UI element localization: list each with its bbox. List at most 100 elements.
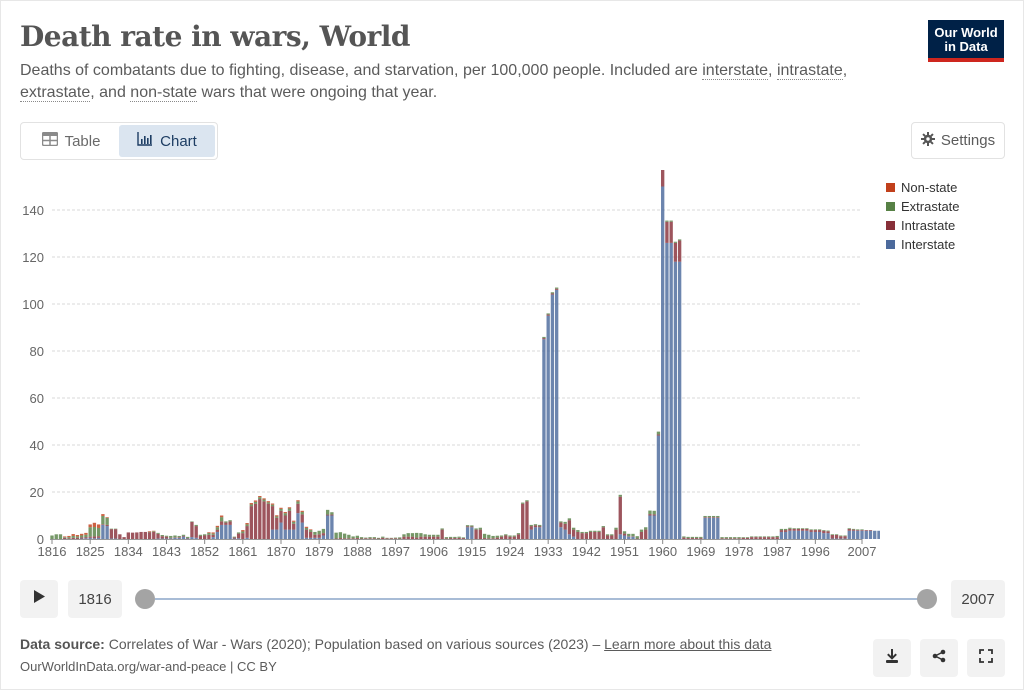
bar-segment-intrastate[interactable] bbox=[135, 532, 139, 539]
bar-segment-interstate[interactable] bbox=[309, 537, 313, 539]
owid-logo[interactable]: Our World in Data bbox=[928, 20, 1004, 62]
bar-segment-intrastate[interactable] bbox=[834, 535, 839, 539]
bar-segment-intrastate[interactable] bbox=[194, 526, 198, 538]
bar-segment-intrastate[interactable] bbox=[605, 535, 610, 540]
bar-segment-extrastate[interactable] bbox=[580, 531, 584, 534]
bar-segment-interstate[interactable] bbox=[292, 529, 296, 539]
bar-segment-intrastate[interactable] bbox=[771, 537, 775, 539]
bar-segment-intrastate[interactable] bbox=[444, 538, 449, 539]
bar-segment-interstate[interactable] bbox=[228, 524, 232, 539]
bar-segment-extrastate[interactable] bbox=[788, 527, 792, 529]
bar-segment-interstate[interactable] bbox=[559, 527, 563, 539]
bar-segment-intrastate[interactable] bbox=[80, 537, 84, 539]
bar-segment-extrastate[interactable] bbox=[164, 535, 169, 537]
bar-segment-intrastate[interactable] bbox=[67, 538, 71, 539]
bar-segment-extrastate[interactable] bbox=[266, 502, 270, 504]
bar-segment-extrastate[interactable] bbox=[491, 535, 495, 539]
bar-segment-extrastate[interactable] bbox=[614, 527, 618, 530]
bar-segment-intrastate[interactable] bbox=[203, 535, 207, 540]
bar-segment-intrastate[interactable] bbox=[707, 517, 711, 518]
bar-segment-non-state[interactable] bbox=[253, 500, 258, 502]
bar-segment-extrastate[interactable] bbox=[317, 530, 321, 535]
bar-segment-interstate[interactable] bbox=[622, 535, 627, 540]
bar-segment-interstate[interactable] bbox=[169, 538, 173, 539]
bar-segment-non-state[interactable] bbox=[283, 511, 287, 514]
bar-segment-extrastate[interactable] bbox=[258, 497, 262, 500]
bar-segment-interstate[interactable] bbox=[300, 522, 304, 539]
bar-segment-extrastate[interactable] bbox=[236, 532, 241, 534]
bar-segment-intrastate[interactable] bbox=[864, 530, 868, 531]
bar-segment-extrastate[interactable] bbox=[330, 512, 334, 515]
bar-segment-extrastate[interactable] bbox=[474, 528, 478, 530]
bar-segment-extrastate[interactable] bbox=[538, 524, 542, 527]
bar-segment-extrastate[interactable] bbox=[457, 536, 461, 538]
bar-segment-intrastate[interactable] bbox=[368, 538, 372, 539]
bar-segment-extrastate[interactable] bbox=[707, 515, 711, 518]
bar-segment-extrastate[interactable] bbox=[750, 536, 754, 538]
bar-segment-extrastate[interactable] bbox=[576, 530, 580, 532]
bar-segment-extrastate[interactable] bbox=[398, 537, 402, 539]
bar-segment-interstate[interactable] bbox=[177, 537, 181, 539]
bar-segment-intrastate[interactable] bbox=[228, 521, 232, 525]
bar-segment-extrastate[interactable] bbox=[834, 534, 839, 535]
bar-segment-non-state[interactable] bbox=[249, 503, 253, 505]
bar-segment-intrastate[interactable] bbox=[92, 536, 97, 539]
bar-segment-intrastate[interactable] bbox=[232, 537, 237, 539]
bar-segment-extrastate[interactable] bbox=[219, 517, 224, 522]
bar-segment-intrastate[interactable] bbox=[351, 538, 355, 539]
bar-segment-intrastate[interactable] bbox=[101, 524, 105, 525]
bar-segment-interstate[interactable] bbox=[321, 535, 326, 540]
bar-segment-intrastate[interactable] bbox=[317, 534, 321, 538]
bar-segment-interstate[interactable] bbox=[211, 537, 215, 539]
bar-segment-non-state[interactable] bbox=[300, 510, 304, 512]
bar-segment-intrastate[interactable] bbox=[767, 537, 771, 539]
bar-segment-intrastate[interactable] bbox=[207, 534, 211, 539]
bar-segment-intrastate[interactable] bbox=[779, 530, 784, 532]
bar-segment-intrastate[interactable] bbox=[851, 529, 856, 531]
bar-segment-interstate[interactable] bbox=[809, 531, 813, 539]
bar-segment-interstate[interactable] bbox=[550, 294, 555, 539]
bar-segment-interstate[interactable] bbox=[270, 529, 275, 539]
bar-segment-intrastate[interactable] bbox=[724, 538, 728, 539]
bar-segment-intrastate[interactable] bbox=[393, 538, 398, 539]
bar-segment-intrastate[interactable] bbox=[126, 532, 130, 539]
bar-segment-extrastate[interactable] bbox=[839, 535, 843, 537]
bar-segment-non-state[interactable] bbox=[71, 534, 75, 536]
bar-segment-extrastate[interactable] bbox=[173, 535, 177, 538]
bar-segment-interstate[interactable] bbox=[707, 517, 711, 539]
bar-segment-extrastate[interactable] bbox=[228, 520, 232, 522]
bar-segment-extrastate[interactable] bbox=[724, 537, 728, 539]
bar-segment-intrastate[interactable] bbox=[321, 533, 326, 536]
bar-segment-intrastate[interactable] bbox=[491, 538, 495, 539]
bar-segment-interstate[interactable] bbox=[194, 537, 198, 539]
bar-segment-extrastate[interactable] bbox=[792, 528, 796, 529]
bar-segment-intrastate[interactable] bbox=[690, 538, 695, 539]
bar-segment-interstate[interactable] bbox=[279, 522, 283, 539]
bar-segment-extrastate[interactable] bbox=[152, 531, 156, 532]
bar-segment-extrastate[interactable] bbox=[169, 535, 173, 538]
bar-segment-extrastate[interactable] bbox=[601, 526, 605, 528]
bar-segment-intrastate[interactable] bbox=[745, 537, 750, 539]
bar-segment-extrastate[interactable] bbox=[554, 287, 559, 289]
bar-segment-non-state[interactable] bbox=[219, 515, 224, 518]
bar-segment-extrastate[interactable] bbox=[249, 504, 253, 507]
bar-segment-interstate[interactable] bbox=[856, 530, 860, 539]
bar-segment-extrastate[interactable] bbox=[262, 499, 266, 502]
bar-segment-intrastate[interactable] bbox=[287, 510, 292, 530]
bar-segment-extrastate[interactable] bbox=[550, 292, 555, 294]
bar-segment-extrastate[interactable] bbox=[453, 536, 457, 539]
bar-segment-extrastate[interactable] bbox=[211, 533, 215, 535]
bar-segment-interstate[interactable] bbox=[792, 530, 796, 539]
bar-segment-interstate[interactable] bbox=[665, 242, 669, 539]
bar-segment-interstate[interactable] bbox=[283, 529, 287, 539]
bar-segment-non-state[interactable] bbox=[296, 500, 300, 502]
bar-segment-extrastate[interactable] bbox=[71, 535, 75, 538]
bar-segment-extrastate[interactable] bbox=[325, 509, 330, 515]
bar-segment-extrastate[interactable] bbox=[779, 528, 784, 531]
bar-segment-intrastate[interactable] bbox=[758, 537, 762, 539]
legend-item-intrastate[interactable]: Intrastate bbox=[886, 216, 960, 235]
bar-segment-extrastate[interactable] bbox=[546, 313, 550, 315]
bar-segment-intrastate[interactable] bbox=[389, 538, 393, 539]
bar-segment-interstate[interactable] bbox=[554, 289, 559, 539]
bar-segment-extrastate[interactable] bbox=[101, 515, 105, 525]
